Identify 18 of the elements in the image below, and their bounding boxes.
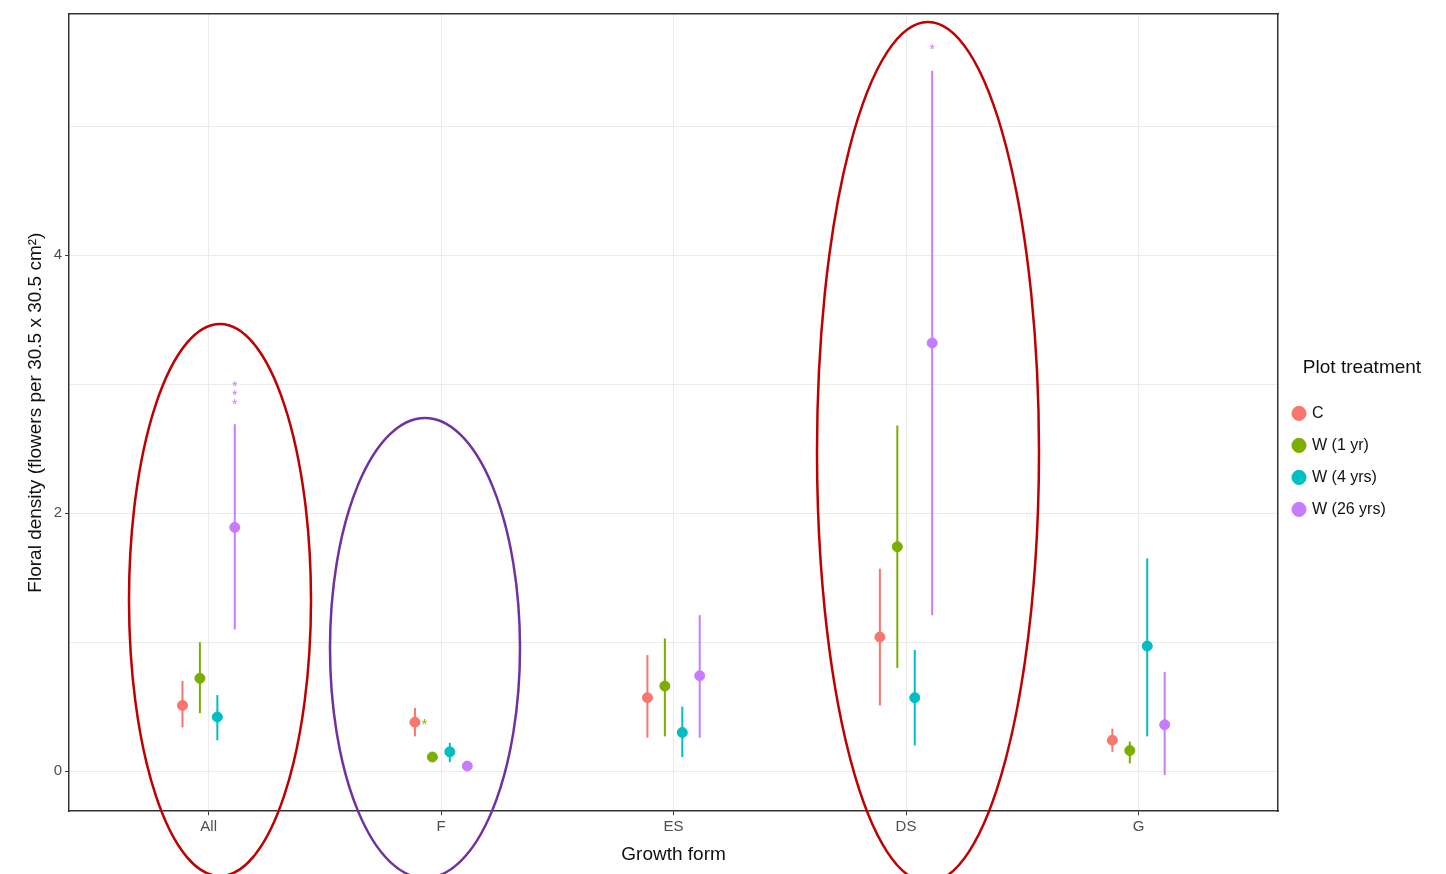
legend-label: W (1 yr) [1312,435,1369,453]
legend-label: W (4 yrs) [1312,467,1377,485]
y-tick-label: 4 [53,245,63,263]
annotation: * [929,40,936,57]
legend-title: Plot treatment [1302,356,1422,378]
annotation: * [421,715,428,732]
y-tick-label: 0 [53,761,63,779]
legend-label: W (26 yrs) [1312,499,1386,517]
x-tick-label: ES [663,817,684,835]
x-tick-label: All [200,817,217,835]
x-axis-title: Growth form [621,842,726,864]
y-axis-title: Floral density (flowers per 30.5 x 30.5 cm²) [23,232,45,593]
x-tick-label: G [1132,817,1145,835]
legend-label: C [1312,403,1324,421]
x-tick-label: DS [895,817,917,835]
annotation: *** [232,377,239,412]
y-tick-label: 2 [53,503,63,521]
x-tick-label: F [436,817,446,835]
